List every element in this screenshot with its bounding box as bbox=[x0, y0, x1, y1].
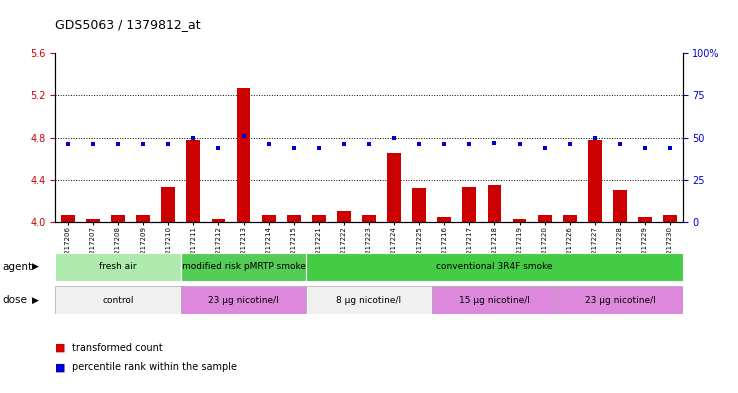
Point bbox=[288, 145, 300, 151]
Bar bbox=[432, 286, 557, 314]
Text: ▶: ▶ bbox=[32, 263, 38, 271]
Bar bbox=[137, 215, 150, 222]
Point bbox=[213, 145, 224, 151]
Point bbox=[489, 140, 500, 146]
Point bbox=[564, 141, 576, 147]
Bar bbox=[306, 253, 683, 281]
Bar bbox=[362, 215, 376, 222]
Bar bbox=[306, 286, 432, 314]
Text: transformed count: transformed count bbox=[72, 343, 162, 353]
Point bbox=[62, 141, 74, 147]
Point bbox=[112, 141, 124, 147]
Point bbox=[664, 145, 676, 151]
Bar bbox=[55, 253, 181, 281]
Bar bbox=[663, 215, 677, 222]
Point bbox=[413, 141, 425, 147]
Point bbox=[639, 145, 651, 151]
Bar bbox=[212, 219, 225, 222]
Point bbox=[338, 141, 350, 147]
Bar bbox=[638, 217, 652, 222]
Bar bbox=[187, 140, 200, 222]
Text: control: control bbox=[103, 296, 134, 305]
Point bbox=[363, 141, 375, 147]
Text: fresh air: fresh air bbox=[100, 263, 137, 271]
Point bbox=[614, 141, 626, 147]
Bar bbox=[287, 215, 300, 222]
Point bbox=[463, 141, 475, 147]
Text: 8 µg nicotine/l: 8 µg nicotine/l bbox=[337, 296, 401, 305]
Bar bbox=[337, 211, 351, 222]
Bar bbox=[181, 253, 306, 281]
Bar bbox=[513, 219, 526, 222]
Bar bbox=[538, 215, 551, 222]
Point bbox=[589, 134, 601, 141]
Bar bbox=[438, 217, 451, 222]
Point bbox=[313, 145, 325, 151]
Text: modified risk pMRTP smoke: modified risk pMRTP smoke bbox=[182, 263, 306, 271]
Point bbox=[438, 141, 450, 147]
Bar bbox=[237, 88, 250, 222]
Text: agent: agent bbox=[2, 262, 32, 272]
Point bbox=[238, 133, 249, 139]
Bar bbox=[387, 153, 401, 222]
Bar bbox=[463, 187, 476, 222]
Bar bbox=[613, 190, 627, 222]
Point bbox=[388, 134, 400, 141]
Bar bbox=[181, 286, 306, 314]
Text: 23 µg nicotine/l: 23 µg nicotine/l bbox=[208, 296, 279, 305]
Bar bbox=[563, 215, 576, 222]
Point bbox=[539, 145, 551, 151]
Bar bbox=[488, 185, 501, 222]
Point bbox=[514, 141, 525, 147]
Bar bbox=[86, 219, 100, 222]
Bar bbox=[162, 187, 175, 222]
Point bbox=[137, 141, 149, 147]
Point bbox=[162, 141, 174, 147]
Bar bbox=[413, 188, 426, 222]
Text: ▶: ▶ bbox=[32, 296, 38, 305]
Text: 23 µg nicotine/l: 23 µg nicotine/l bbox=[584, 296, 655, 305]
Point bbox=[87, 141, 99, 147]
Bar bbox=[262, 215, 275, 222]
Bar bbox=[588, 140, 601, 222]
Bar bbox=[111, 215, 125, 222]
Text: ■: ■ bbox=[55, 362, 66, 373]
Text: ■: ■ bbox=[55, 343, 66, 353]
Text: 15 µg nicotine/l: 15 µg nicotine/l bbox=[459, 296, 530, 305]
Point bbox=[263, 141, 275, 147]
Text: dose: dose bbox=[2, 295, 27, 305]
Bar bbox=[61, 215, 75, 222]
Bar bbox=[55, 286, 181, 314]
Text: percentile rank within the sample: percentile rank within the sample bbox=[72, 362, 237, 373]
Bar bbox=[312, 215, 325, 222]
Text: GDS5063 / 1379812_at: GDS5063 / 1379812_at bbox=[55, 18, 201, 31]
Text: conventional 3R4F smoke: conventional 3R4F smoke bbox=[436, 263, 553, 271]
Point bbox=[187, 134, 199, 141]
Bar bbox=[557, 286, 683, 314]
